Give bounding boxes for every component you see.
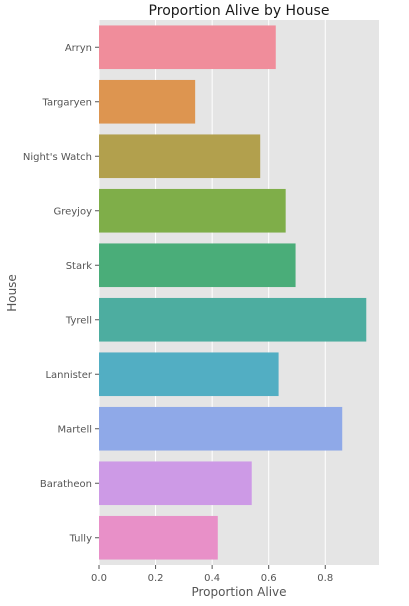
- y-axis-ticks: Arryn Targaryen Night's Watch Greyjoy Stark T…: [23, 43, 99, 544]
- x-axis-ticks: 0.0 0.2 0.4 0.6 0.8: [91, 565, 333, 584]
- bar-night-s-watch: [99, 134, 261, 179]
- bar-targaryen: [99, 79, 196, 124]
- bars: [99, 25, 367, 560]
- x-tick-label: 0.2: [148, 573, 164, 584]
- y-tick-label: Targaryen: [41, 97, 92, 108]
- chart-title: Proportion Alive by House: [149, 3, 330, 19]
- y-tick-label: Baratheon: [40, 479, 92, 490]
- y-tick-label: Night's Watch: [23, 152, 92, 163]
- x-tick-label: 0.4: [204, 573, 220, 584]
- x-axis-label: Proportion Alive: [191, 585, 286, 599]
- bar-greyjoy: [99, 188, 286, 233]
- bar-stark: [99, 243, 296, 288]
- bar-tully: [99, 515, 218, 560]
- y-tick-label: Stark: [66, 261, 93, 272]
- bar-baratheon: [99, 461, 252, 506]
- bar-lannister: [99, 352, 279, 397]
- y-tick-label: Lannister: [45, 370, 92, 381]
- y-tick-label: Tyrell: [65, 315, 92, 326]
- x-tick-label: 0.8: [317, 573, 333, 584]
- x-tick-label: 0.6: [261, 573, 277, 584]
- bar-arryn: [99, 25, 276, 70]
- x-tick-label: 0.0: [91, 573, 107, 584]
- bar-martell: [99, 406, 343, 451]
- y-axis-label: House: [5, 274, 19, 312]
- y-tick-label: Greyjoy: [53, 206, 92, 217]
- y-tick-label: Martell: [58, 424, 93, 435]
- bar-tyrell: [99, 297, 367, 342]
- y-tick-label: Tully: [69, 533, 92, 544]
- y-tick-label: Arryn: [65, 43, 92, 54]
